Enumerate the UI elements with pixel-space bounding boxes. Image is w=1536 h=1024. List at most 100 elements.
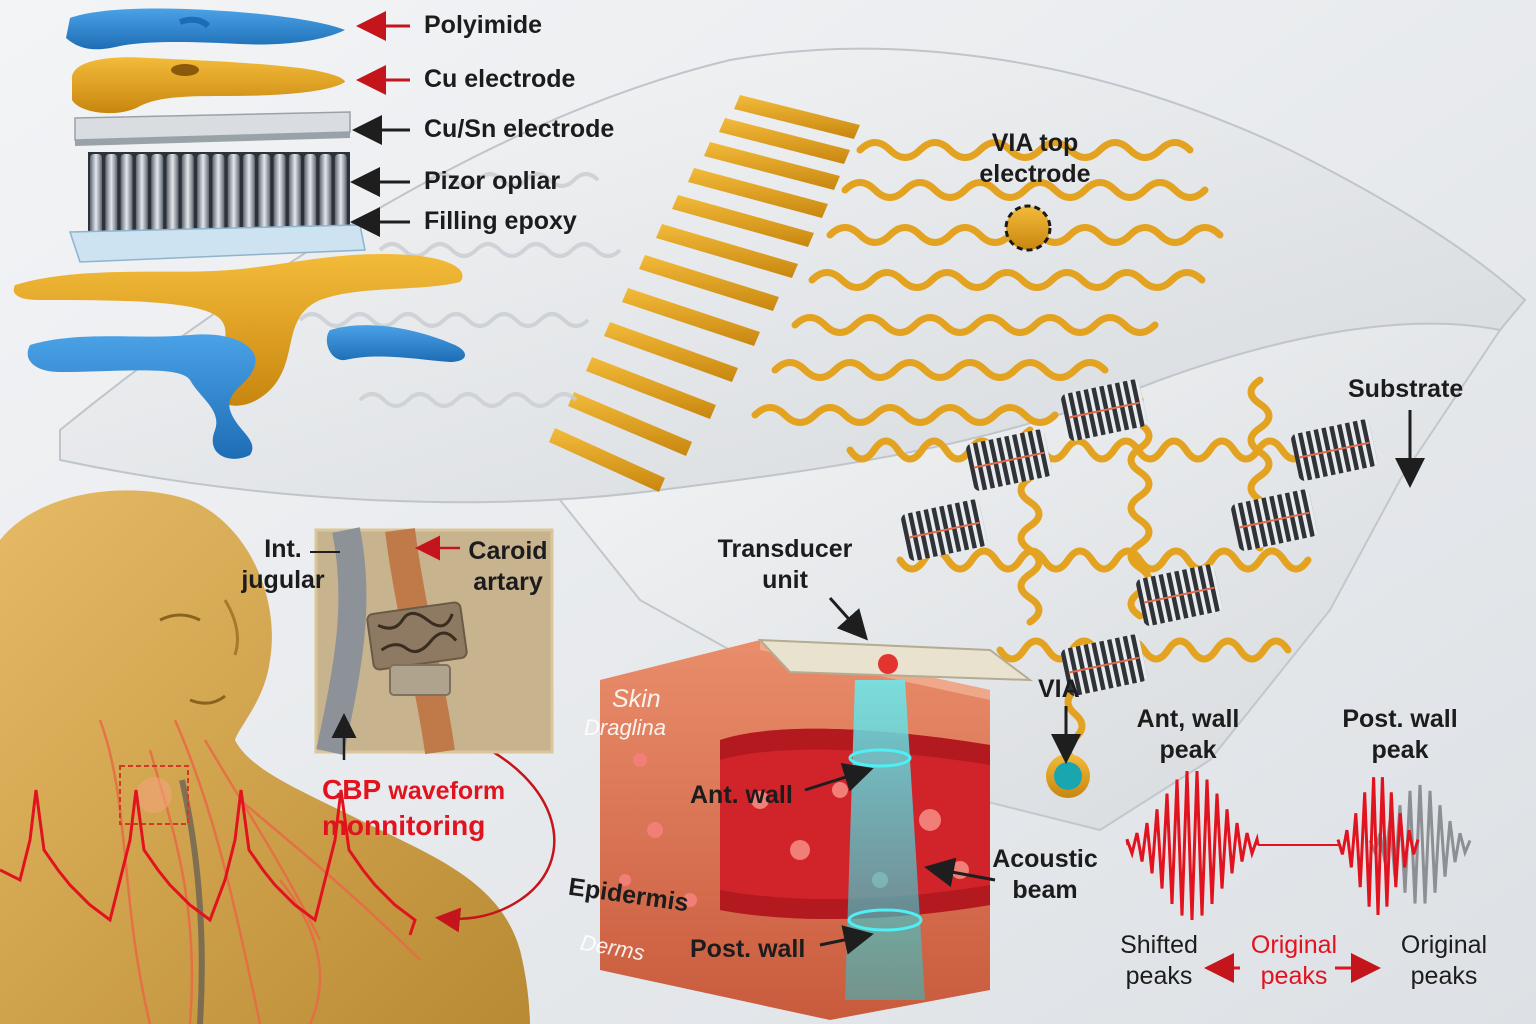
neck-patch-marker [119,765,189,825]
piezo-pillar [243,154,255,236]
inset-patch [366,601,468,671]
label-acoustic-beam: Acoustic beam [990,844,1100,907]
head-silhouette [0,490,530,1024]
nose [223,599,239,656]
piezo-pillar [319,154,332,236]
label-ant-wall-peak: Ant, wall peak [1128,704,1248,767]
label-draging: Draglina [584,715,666,740]
cbp-word: CBP [322,774,381,805]
piezo-pillar [166,154,179,236]
label-substrate: Substrate [1348,375,1464,403]
human-figure [0,490,530,1024]
original-mid-line1: Original [1250,931,1338,959]
caroid-line1: Caroid [468,537,548,565]
bottom-cu-serpentine [13,253,463,406]
transducer-element [1061,634,1148,696]
polyimide-layer [66,8,345,50]
cbp-waveform [0,789,417,936]
mouth [189,694,226,705]
label-polyimide: Polyimide [424,11,543,39]
piezo-pillar [212,154,225,236]
caroid-line2: artary [473,568,543,597]
transducer-focus [878,654,898,674]
acoustic-beam [845,680,925,1000]
bottom-polyimide-serpentine [27,334,256,459]
piezo-pillar [288,154,301,236]
piezo-pillar [334,154,347,236]
transducer-element [1136,564,1223,626]
piezo-pillar [120,154,133,236]
layer-leaders [350,11,410,237]
post-wall-original-signal [1368,784,1472,904]
label-shifted-peaks: Shifted peaks [1104,930,1214,993]
via-core [1054,762,1082,790]
original-right-line1: Original [1400,931,1488,959]
label-via-top-electrode: VIA top electrode [960,128,1110,191]
label-filling-epoxy: Filling epoxy [424,207,577,235]
ant-wall-peak-signal [1125,771,1260,921]
label-transducer-unit: Transducer unit [700,534,870,597]
label-int-jugular: Int. jugular [228,534,338,597]
piezo-pillar [135,154,148,236]
transducer-element [1061,379,1148,441]
closed-eye [159,613,201,622]
label-cu-electrode: Cu electrode [424,65,576,93]
label-pizor-opliar: Pizor opliar [424,167,561,195]
serpentine-interconnects [751,139,1358,766]
neck-vessels [98,719,421,1024]
label-post-wall-peak: Post. wall peak [1330,704,1470,767]
flexible-patch [59,47,1527,832]
piezo-pillar [273,154,286,236]
label-via: VIA [1038,675,1080,703]
piezo-pillar-row [90,154,347,236]
via-top-line1: VIA top [991,129,1079,157]
contact-pads [549,95,860,492]
label-original-peaks-center: Original peaks [1236,930,1352,993]
piezo-pillar [90,154,102,236]
ant-peak-line2: peak [1159,736,1217,765]
acoustic-line1: Acoustic [992,845,1098,873]
label-original-peaks-right: Original peaks [1384,930,1504,993]
tissue-block [600,638,1034,1020]
inset-arrow [435,738,556,933]
label-ant-wall: Ant. wall [690,781,793,809]
shifted-line2: peaks [1125,962,1193,991]
label-skin: Skin [612,685,661,713]
cu-electrode-layer [71,57,346,114]
filling-epoxy-layer [68,224,366,263]
original-mid-line2: peaks [1260,962,1328,991]
ant-peak-line1: Ant, wall [1136,705,1240,733]
post-wall-echo [847,908,923,932]
acoustic-line2: beam [1012,876,1078,905]
original-right-line2: peaks [1410,962,1478,991]
transducer-element [901,499,988,561]
post-wall-shifted-signal [1336,777,1420,916]
shifted-line1: Shifted [1120,931,1198,959]
piezo-pillar [258,154,271,236]
transducer-line2: unit [762,566,808,595]
transducer-arrow [828,596,869,641]
transducer-element [1291,419,1378,481]
transducer-element [966,429,1053,491]
label-cusn-electrode: Cu/Sn electrode [424,115,615,143]
post-peak-line1: Post. wall [1342,705,1458,733]
ant-wall-echo [848,748,912,768]
piezo-pillar [197,154,210,236]
layer-stack [13,8,466,459]
piezo-pillar [105,154,118,236]
transducer-line1: Transducer [717,535,853,563]
faint-interconnects [298,172,622,408]
vessel-inset [310,527,554,760]
piezo-pillar [304,154,317,236]
label-caroid-artary: Caroid artary [458,536,558,599]
int-line2: jugular [241,566,325,595]
post-peak-line2: peak [1371,736,1429,765]
label-post-wall: Post. wall [690,935,806,963]
transducer-element [1231,489,1318,551]
piezo-pillar [151,154,164,236]
via-top-line2: electrode [979,160,1091,189]
label-cbp-waveform: CBP waveform [322,772,505,807]
via-top-electrode [1004,204,1052,252]
